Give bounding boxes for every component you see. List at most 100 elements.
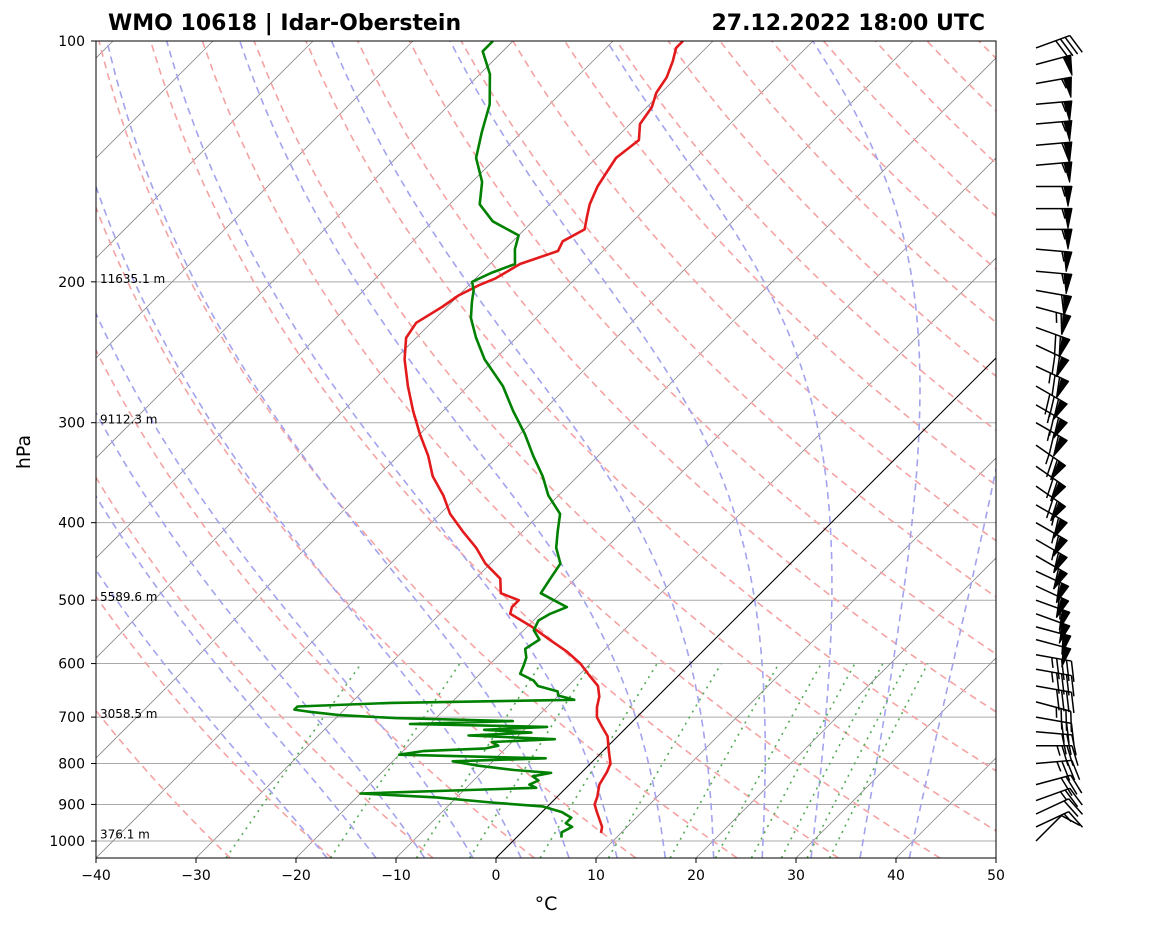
moist-adiabat	[449, 41, 766, 858]
moist-adiabat	[606, 41, 833, 858]
moist-adiabat	[96, 411, 426, 858]
dry-adiabat	[149, 41, 840, 858]
wind-barb	[1035, 120, 1073, 142]
moist-adiabat	[96, 494, 377, 858]
height-label: 5589.6 m	[100, 590, 158, 604]
mixing-ratio-line	[806, 663, 908, 858]
isotherm-line	[195, 57, 996, 858]
wind-barb	[1035, 701, 1073, 733]
wind-barb	[1035, 811, 1084, 828]
wind-barb	[1035, 141, 1073, 163]
height-label: 376.1 m	[100, 828, 150, 842]
y-tick-label: 800	[58, 757, 85, 773]
wind-barb	[1035, 613, 1071, 644]
wind-barb	[1035, 326, 1071, 358]
dry-adiabat	[253, 41, 996, 832]
wind-barb	[1035, 685, 1075, 714]
dry-adiabat	[96, 476, 434, 858]
y-tick-label: 200	[58, 275, 85, 291]
wind-barb	[1036, 207, 1073, 229]
background-grid	[96, 41, 996, 858]
wind-barb	[1035, 248, 1073, 272]
wind-barb	[1035, 585, 1070, 618]
profile-traces	[293, 41, 684, 838]
isotherm-line	[96, 41, 914, 858]
wind-barb	[1035, 787, 1083, 808]
moist-adiabat	[106, 41, 570, 858]
height-label: 11635.1 m	[100, 272, 165, 286]
mixing-ratio-line	[469, 663, 592, 858]
height-label: 3058.5 m	[100, 707, 158, 721]
wind-barb	[1035, 385, 1068, 420]
wind-barb	[1035, 289, 1073, 316]
dry-adiabat	[96, 205, 637, 858]
wind-barb	[1035, 668, 1075, 697]
wind-barb	[1036, 744, 1079, 766]
plot-frame	[95, 40, 997, 859]
wind-barb	[1035, 444, 1067, 481]
wind-barb	[1035, 465, 1067, 502]
mixing-ratio-line	[828, 663, 929, 858]
mixing-ratio-line	[714, 663, 822, 858]
dry-adiabat	[356, 41, 996, 713]
moist-adiabat	[96, 568, 328, 858]
wind-barb	[1035, 306, 1072, 335]
x-tick-label: −30	[181, 868, 211, 884]
isotherm-line	[96, 41, 614, 559]
wind-barb	[1035, 599, 1071, 631]
chart-title-time: 27.12.2022 18:00 UTC	[711, 11, 985, 36]
dry-adiabat	[98, 41, 738, 858]
isotherm-line	[96, 41, 514, 459]
x-tick-label: 10	[587, 868, 605, 884]
isotherm-line	[795, 657, 996, 858]
dry-adiabat	[305, 41, 996, 772]
wind-barb	[1035, 774, 1083, 797]
y-tick-label: 300	[58, 416, 85, 432]
x-tick-label: −10	[381, 868, 411, 884]
dry-adiabat	[408, 41, 996, 655]
y-tick-label: 100	[58, 34, 85, 50]
isotherm-line	[96, 41, 814, 759]
wind-barb	[1036, 228, 1073, 250]
dewpoint-profile	[293, 41, 576, 838]
mixing-ratio-line	[780, 663, 884, 858]
wind-barb	[1035, 344, 1070, 378]
wind-barb	[1035, 100, 1073, 122]
wind-barb	[1035, 34, 1083, 58]
y-tick-label: 900	[58, 797, 85, 813]
wind-barb	[1035, 270, 1073, 295]
isotherm-line	[395, 257, 996, 858]
y-tick-label: 400	[58, 516, 85, 532]
x-tick-label: 0	[492, 868, 501, 884]
wind-barb	[1035, 504, 1068, 539]
y-tick-label: 700	[58, 710, 85, 726]
wind-barbs	[1035, 34, 1084, 842]
x-tick-label: −40	[81, 868, 111, 884]
x-tick-label: 50	[987, 868, 1005, 884]
moist-adiabat	[239, 41, 667, 858]
y-axis-label: hPa	[13, 435, 35, 469]
y-tick-label: 1000	[49, 834, 85, 850]
wind-barb	[1035, 76, 1072, 98]
height-label: 9112.3 m	[100, 413, 158, 427]
mixing-ratio-line	[750, 663, 856, 858]
wind-barb	[1035, 570, 1070, 604]
dry-adiabat	[201, 41, 941, 858]
wind-barb	[1035, 161, 1073, 183]
isotherm-line	[695, 557, 996, 858]
moist-adiabat	[96, 311, 474, 858]
dry-adiabat	[564, 41, 996, 487]
moist-adiabat	[330, 41, 715, 858]
dry-adiabat	[615, 41, 996, 432]
mixing-ratio-line	[415, 663, 542, 858]
isotherm-line	[96, 41, 714, 659]
mixing-ratio-line	[607, 663, 722, 858]
wind-barb	[1036, 185, 1073, 207]
x-tick-label: 30	[787, 868, 805, 884]
isotherm-line	[295, 157, 996, 858]
mixing-ratio-line	[669, 663, 780, 858]
wind-barb	[1035, 404, 1068, 439]
